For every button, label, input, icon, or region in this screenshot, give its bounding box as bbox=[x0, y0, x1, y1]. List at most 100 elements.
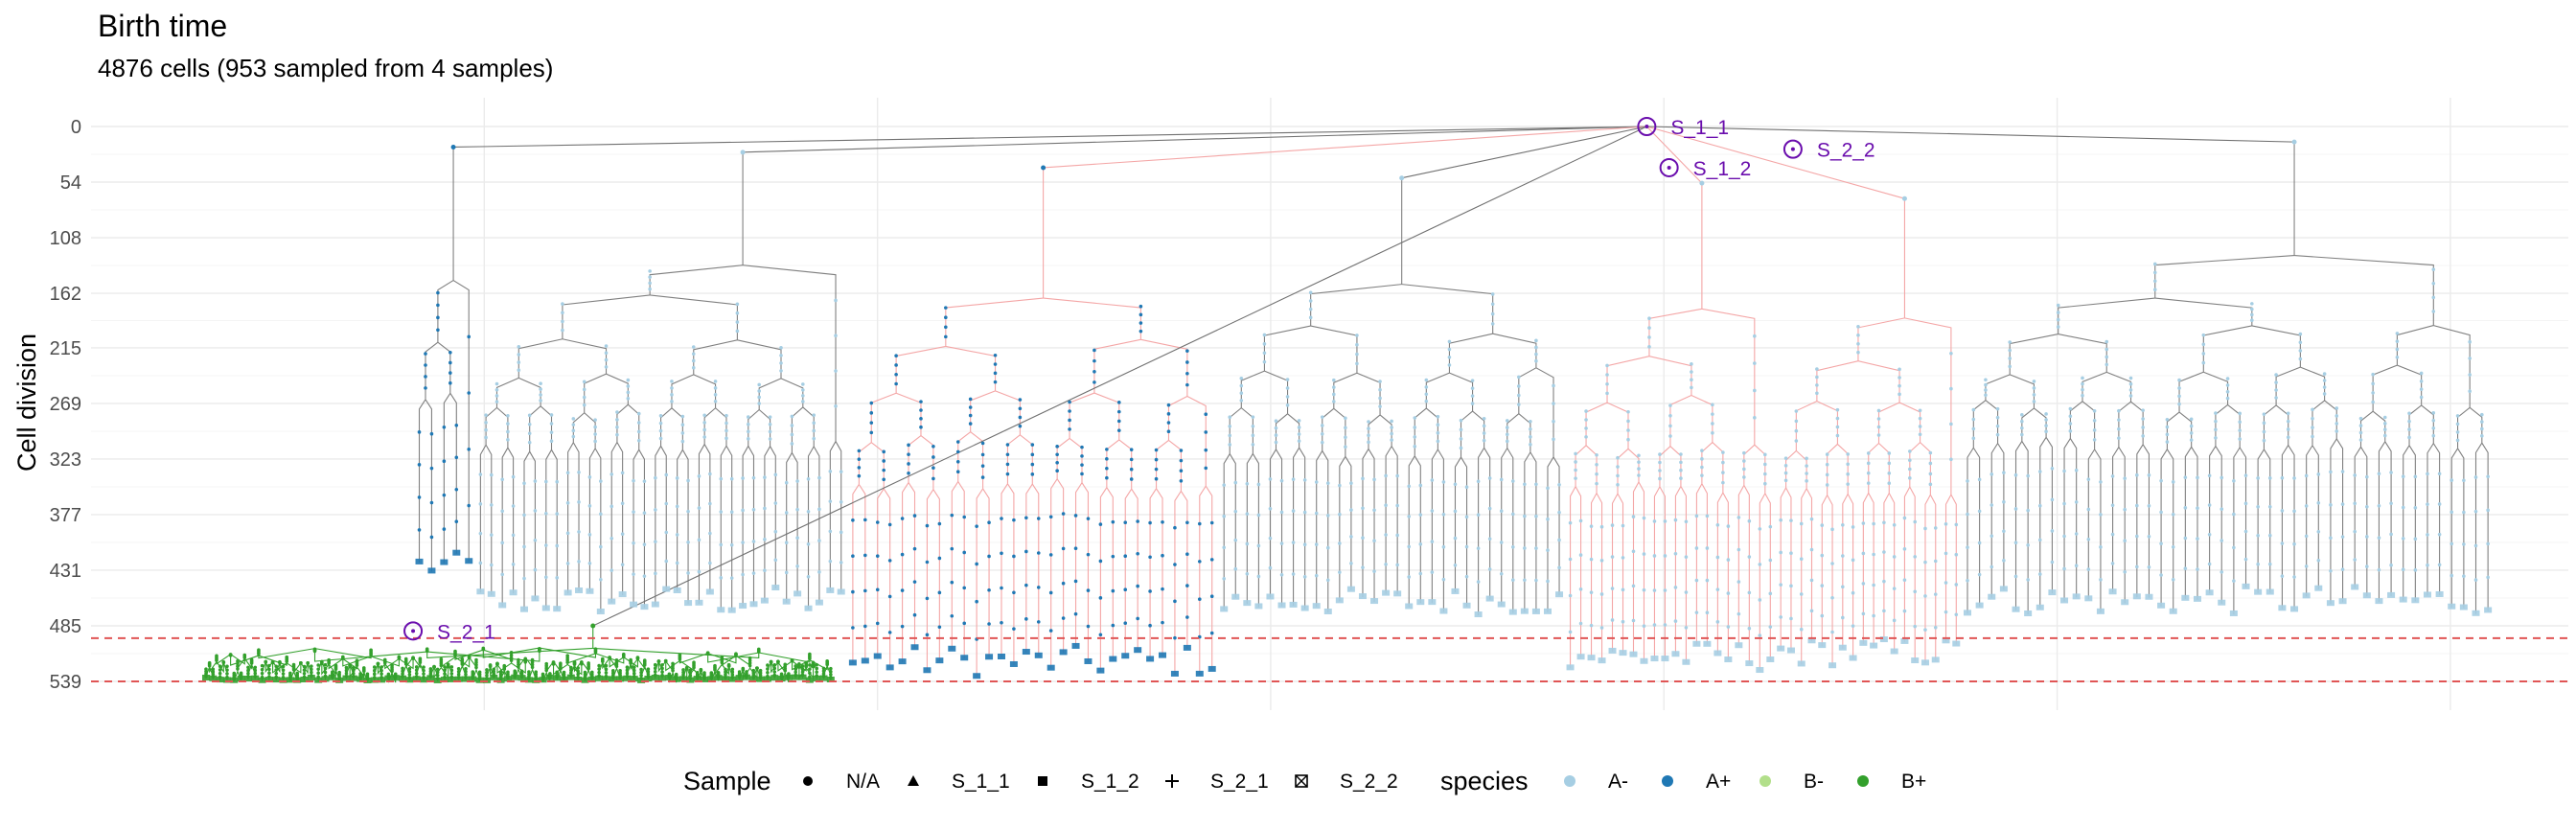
branch-node bbox=[2340, 470, 2345, 473]
branch-node bbox=[2437, 472, 2442, 476]
branch-node bbox=[1068, 427, 1071, 431]
branch-node bbox=[569, 668, 573, 673]
branch-node bbox=[1395, 473, 1399, 478]
branch-node bbox=[1789, 551, 1793, 556]
tree-edge bbox=[1506, 448, 1514, 613]
leaf-node bbox=[2242, 583, 2250, 589]
branch-node bbox=[2068, 422, 2073, 426]
branch-node bbox=[2099, 480, 2103, 484]
tree-edge bbox=[1716, 492, 1724, 655]
branch-node bbox=[811, 664, 816, 669]
tree-edge bbox=[454, 649, 484, 660]
leaf-node bbox=[1963, 610, 1971, 616]
branch-node bbox=[875, 587, 880, 592]
branch-node bbox=[2147, 503, 2151, 508]
branch-node bbox=[730, 673, 735, 677]
branch-node bbox=[2426, 502, 2429, 506]
leaf-node bbox=[405, 677, 414, 683]
branch-node bbox=[900, 624, 905, 629]
branch-node bbox=[1949, 386, 1953, 391]
tree-edge bbox=[1484, 448, 1491, 600]
branch-node bbox=[1944, 581, 1948, 585]
branch-node bbox=[509, 656, 514, 660]
branch-node bbox=[571, 423, 576, 426]
branch-node bbox=[900, 588, 905, 592]
leaf-node bbox=[1096, 667, 1105, 674]
branch-node bbox=[1918, 425, 1922, 428]
branch-node bbox=[488, 663, 493, 667]
branch-node bbox=[2395, 355, 2400, 359]
leaf-node bbox=[1254, 603, 1263, 610]
branch-node bbox=[894, 354, 898, 358]
tree-edge bbox=[2372, 364, 2398, 412]
tree-edge bbox=[970, 431, 984, 489]
branch-node bbox=[615, 425, 619, 429]
branch-node bbox=[2431, 426, 2436, 430]
tree-edge bbox=[328, 658, 344, 670]
branch-node bbox=[648, 287, 652, 291]
branch-node bbox=[559, 661, 563, 665]
branch-node bbox=[1928, 472, 1933, 476]
branch-node bbox=[812, 428, 816, 433]
branch-node bbox=[2358, 424, 2363, 427]
branch-node bbox=[1510, 512, 1515, 517]
leaf-node bbox=[861, 657, 869, 664]
branch-node bbox=[610, 568, 614, 572]
branch-node bbox=[270, 660, 275, 665]
branch-node bbox=[688, 668, 693, 672]
branch-node bbox=[2292, 575, 2296, 579]
branch-node bbox=[1715, 587, 1720, 591]
branch-node bbox=[1000, 517, 1003, 520]
branch-node bbox=[763, 506, 767, 511]
tree-edge bbox=[507, 447, 515, 594]
branch-node bbox=[1413, 426, 1417, 429]
branch-node bbox=[987, 554, 991, 559]
branch-node bbox=[1589, 623, 1594, 628]
branch-node bbox=[2334, 422, 2339, 426]
tree-edge bbox=[2184, 447, 2193, 599]
branch-node bbox=[1285, 378, 1290, 381]
tree-edge bbox=[1972, 400, 1987, 449]
branch-node bbox=[565, 531, 570, 536]
tree-edge bbox=[737, 339, 782, 379]
branch-node bbox=[1080, 445, 1084, 449]
branch-node bbox=[577, 500, 581, 504]
branch-node bbox=[795, 479, 799, 483]
leaf-node bbox=[1714, 650, 1722, 656]
branch-node bbox=[2002, 499, 2006, 504]
branch-node bbox=[2262, 421, 2266, 426]
leaf-node bbox=[2326, 600, 2334, 607]
tree-edge bbox=[258, 648, 315, 659]
clade-nodes-1 bbox=[476, 150, 845, 615]
branch-node bbox=[1487, 567, 1492, 571]
branch-node bbox=[225, 672, 229, 676]
branch-node bbox=[2426, 533, 2429, 537]
branch-node bbox=[1742, 467, 1746, 472]
branch-node bbox=[1116, 419, 1121, 424]
branch-node bbox=[1367, 440, 1370, 445]
branch-node bbox=[1923, 560, 1927, 564]
branch-node bbox=[1794, 409, 1799, 413]
branch-node bbox=[779, 672, 784, 677]
tree-edge bbox=[562, 294, 651, 339]
branch-node bbox=[1684, 626, 1689, 630]
branch-node bbox=[1825, 483, 1829, 487]
branch-node bbox=[1320, 431, 1324, 436]
branch-node bbox=[1470, 386, 1475, 390]
branch-node bbox=[1990, 503, 1994, 507]
branch-node bbox=[478, 472, 483, 476]
tree-edge bbox=[437, 341, 451, 394]
branch-node bbox=[460, 656, 465, 661]
tree-edge bbox=[650, 294, 738, 340]
branch-node bbox=[1185, 382, 1189, 387]
branch-node bbox=[772, 673, 777, 678]
branch-node bbox=[454, 519, 459, 524]
branch-node bbox=[1487, 506, 1492, 511]
branch-node bbox=[1876, 408, 1881, 413]
branch-node bbox=[1086, 517, 1091, 520]
branch-node bbox=[2407, 419, 2411, 424]
branch-node bbox=[1441, 480, 1446, 484]
leaf-node bbox=[2338, 598, 2347, 605]
branch-node bbox=[2196, 567, 2199, 571]
branch-node bbox=[2407, 427, 2411, 431]
